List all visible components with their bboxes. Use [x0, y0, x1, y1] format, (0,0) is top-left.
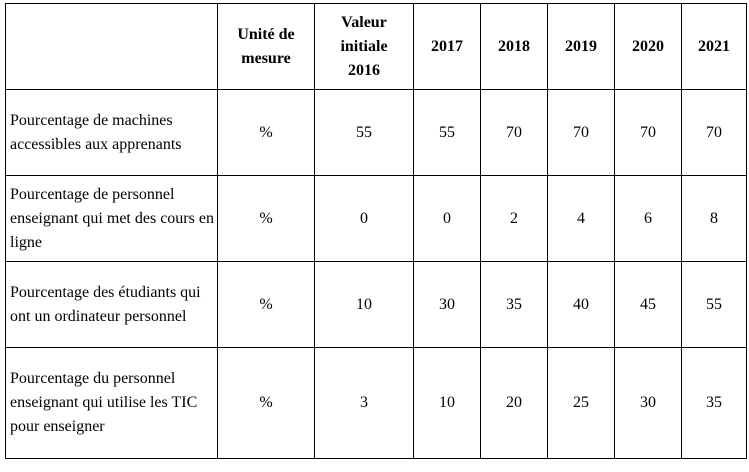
value-cell: 35 — [480, 261, 548, 348]
indicator-label: Pourcentage de machines accessibles aux … — [5, 89, 218, 176]
value-cell: 10 — [413, 347, 481, 459]
indicator-label: Pourcentage de personnel enseignant qui … — [5, 175, 218, 262]
indicator-label: Pourcentage des étudiants qui ont un ord… — [5, 261, 218, 348]
value-cell: 45 — [614, 261, 682, 348]
value-cell: 55 — [413, 89, 481, 176]
header-year-2018: 2018 — [480, 3, 548, 90]
value-cell: 20 — [480, 347, 548, 459]
header-unit: Unité de mesure — [217, 3, 315, 90]
header-year-2017: 2017 — [413, 3, 481, 90]
value-cell: 40 — [547, 261, 615, 348]
table-row: Pourcentage de machines accessibles aux … — [5, 89, 747, 176]
value-cell: 55 — [681, 261, 747, 348]
table-row: Pourcentage des étudiants qui ont un ord… — [5, 261, 747, 348]
value-cell: 30 — [413, 261, 481, 348]
header-year-2020: 2020 — [614, 3, 682, 90]
header-year-2021: 2021 — [681, 3, 747, 90]
table-row: Pourcentage du personnel enseignant qui … — [5, 347, 747, 459]
value-cell: 35 — [681, 347, 747, 459]
value-cell: 4 — [547, 175, 615, 262]
value-cell: 2 — [480, 175, 548, 262]
value-cell: 70 — [614, 89, 682, 176]
table-row: Pourcentage de personnel enseignant qui … — [5, 175, 747, 262]
header-row: Unité de mesure Valeur initiale 2016 201… — [5, 3, 747, 90]
header-initial-value-label: Valeur initiale 2016 — [340, 13, 388, 79]
value-cell: 70 — [480, 89, 548, 176]
value-cell: 6 — [614, 175, 682, 262]
value-cell: 0 — [413, 175, 481, 262]
unit-cell: % — [217, 175, 315, 262]
indicators-table: Unité de mesure Valeur initiale 2016 201… — [5, 3, 747, 459]
header-unit-label: Unité de mesure — [237, 25, 295, 67]
value-cell: 3 — [314, 347, 414, 459]
value-cell: 25 — [547, 347, 615, 459]
value-cell: 8 — [681, 175, 747, 262]
indicator-label: Pourcentage du personnel enseignant qui … — [5, 347, 218, 459]
value-cell: 55 — [314, 89, 414, 176]
unit-cell: % — [217, 89, 315, 176]
value-cell: 30 — [614, 347, 682, 459]
value-cell: 0 — [314, 175, 414, 262]
unit-cell: % — [217, 347, 315, 459]
unit-cell: % — [217, 261, 315, 348]
header-year-2019: 2019 — [547, 3, 615, 90]
header-empty-cell — [5, 3, 218, 90]
value-cell: 70 — [681, 89, 747, 176]
header-initial-value: Valeur initiale 2016 — [314, 3, 414, 90]
value-cell: 70 — [547, 89, 615, 176]
value-cell: 10 — [314, 261, 414, 348]
